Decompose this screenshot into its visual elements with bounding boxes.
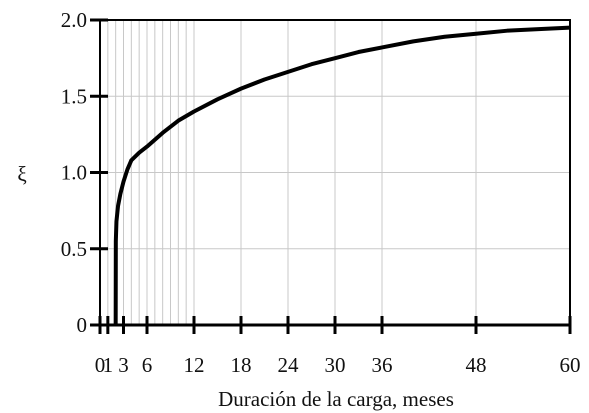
grid-layer [100,20,570,325]
x-tick-label: 36 [372,353,393,377]
x-tick-label: 12 [184,353,205,377]
x-tick-label: 48 [466,353,487,377]
x-tick-label: 18 [231,353,252,377]
y-tick-label: 2.0 [61,8,87,32]
x-tick-label: 1 [103,353,114,377]
y-tick-label: 1.0 [61,161,87,185]
axis-layer [90,18,572,334]
series-line-0 [113,25,571,326]
x-tick-label: 30 [325,353,346,377]
x-tick-label: 6 [142,353,153,377]
label-layer: Duración de la carga, meses ξ 0 0.5 1.0 1.5… [17,8,580,411]
x-tick-label: 3 [118,353,129,377]
x-axis-title: Duración de la carga, meses [218,387,454,411]
y-axis-title: ξ [17,162,26,186]
x-tick-label: 0 [95,353,106,377]
y-tick-label: 0 [77,313,88,337]
y-tick-label: 1.5 [61,84,87,108]
series-layer [113,25,571,326]
x-tick-label: 60 [560,353,581,377]
x-tick-label: 24 [278,353,300,377]
y-tick-label: 0.5 [61,237,87,261]
